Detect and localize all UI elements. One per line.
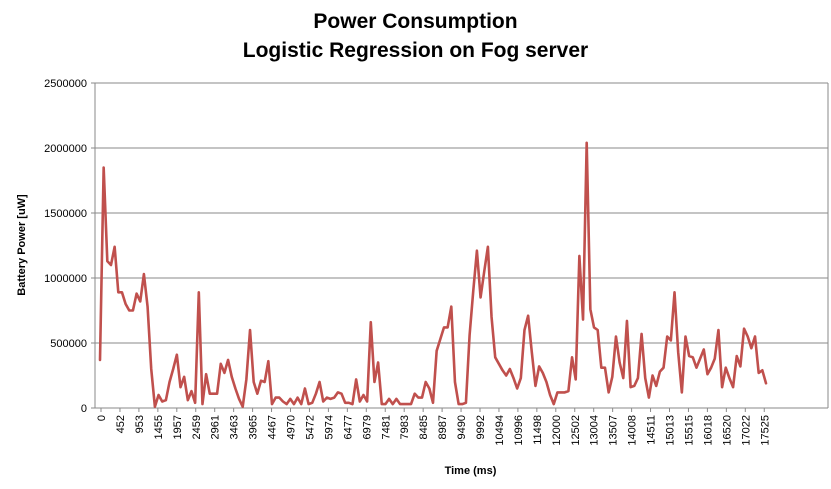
y-tick-label: 0 xyxy=(81,403,87,415)
x-tick-label: 2459 xyxy=(191,415,203,439)
x-tick-label: 10996 xyxy=(513,415,525,446)
x-tick-label: 12502 xyxy=(570,415,582,446)
x-tick-label: 14008 xyxy=(627,415,639,446)
x-tick-label: 14511 xyxy=(646,415,658,445)
series-line xyxy=(98,141,768,408)
x-tick-label: 10494 xyxy=(494,415,506,446)
x-tick-label: 9490 xyxy=(456,415,468,439)
x-tick-label: 0 xyxy=(96,415,108,421)
x-tick-label: 11498 xyxy=(532,415,544,445)
x-tick-label: 1455 xyxy=(153,415,165,439)
x-tick-label: 7983 xyxy=(399,415,411,439)
x-tick-label: 5472 xyxy=(304,415,316,439)
x-tick-label: 1957 xyxy=(172,415,184,439)
y-tick-label: 2500000 xyxy=(44,78,87,90)
x-tick-label: 9992 xyxy=(475,415,487,439)
x-tick-label: 13507 xyxy=(608,415,620,446)
x-tick-label: 16018 xyxy=(702,415,714,446)
x-tick-label: 8987 xyxy=(437,415,449,439)
y-tick-label: 1000000 xyxy=(44,273,87,285)
x-tick-label: 3463 xyxy=(229,415,241,439)
x-tick-label: 3965 xyxy=(248,415,260,439)
x-tick-label: 6979 xyxy=(361,415,373,439)
y-tick-label: 1500000 xyxy=(44,208,87,220)
x-tick-label: 2961 xyxy=(210,415,222,439)
chart-title: Power Consumption xyxy=(313,10,518,33)
y-tick-label: 500000 xyxy=(50,338,87,350)
x-tick-label: 17022 xyxy=(740,415,752,446)
x-tick-label: 5974 xyxy=(323,415,335,439)
y-tick-label: 2000000 xyxy=(44,143,87,155)
x-axis-label: Time (ms) xyxy=(444,465,497,477)
x-tick-label: 17525 xyxy=(759,415,771,446)
x-tick-label: 16520 xyxy=(721,415,733,446)
x-tick-label: 15515 xyxy=(683,415,695,446)
x-tick-label: 953 xyxy=(134,415,146,433)
x-tick-label: 6477 xyxy=(342,415,354,439)
x-tick-label: 15013 xyxy=(665,415,677,446)
x-tick-label: 452 xyxy=(115,415,127,433)
chart-subtitle: Logistic Regression on Fog server xyxy=(242,39,589,62)
x-tick-label: 8485 xyxy=(418,415,430,439)
x-tick-label: 4970 xyxy=(286,415,298,439)
x-tick-label: 12000 xyxy=(551,415,563,446)
x-tick-label: 7481 xyxy=(380,415,392,439)
x-tick-label: 4467 xyxy=(267,415,279,439)
x-tick-label: 13004 xyxy=(589,415,601,446)
